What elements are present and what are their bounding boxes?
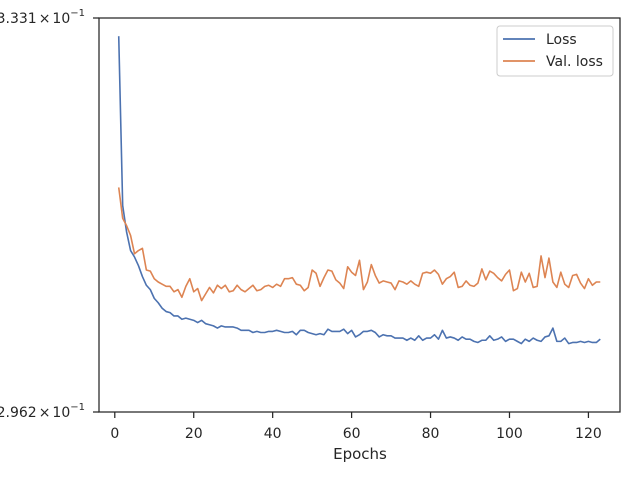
x-axis-label: Epochs (333, 445, 387, 463)
legend: Loss Val. loss (496, 25, 614, 77)
y-tick-mantissa-top: 3.331 (0, 11, 37, 27)
x-tick-label: 0 (110, 426, 119, 442)
y-axis: 3.331 × 10−1 2.962 × 10−1 (0, 8, 99, 421)
y-tick-base-bottom: 10 (52, 405, 70, 421)
y-tick-base-top: 10 (52, 11, 70, 27)
y-tick-times-top: × (39, 11, 51, 27)
series-line-val-loss (117, 187, 601, 302)
series-line-loss (117, 36, 601, 345)
y-tick-exp-top: −1 (70, 8, 85, 19)
plot-frame (98, 17, 621, 413)
y-tick-exp-bottom: −1 (70, 402, 85, 413)
y-tick-label-top: 3.331 × 10−1 (0, 8, 85, 27)
x-tick-label: 20 (185, 426, 203, 442)
plot-area (99, 18, 620, 412)
y-tick-label-bottom: 2.962 × 10−1 (0, 402, 85, 421)
y-tick-times-bottom: × (39, 405, 51, 421)
x-axis: 0 20 40 60 80 100 120 (110, 412, 602, 442)
x-tick-label: 60 (343, 426, 361, 442)
x-tick-label: 40 (264, 426, 282, 442)
legend-label-val-loss: Val. loss (546, 54, 603, 70)
series-layer (117, 36, 601, 345)
legend-label-loss: Loss (546, 32, 577, 48)
x-tick-label: 80 (422, 426, 440, 442)
x-tick-label: 120 (575, 426, 602, 442)
y-tick-mantissa-bottom: 2.962 (0, 405, 37, 421)
x-tick-label: 100 (496, 426, 523, 442)
